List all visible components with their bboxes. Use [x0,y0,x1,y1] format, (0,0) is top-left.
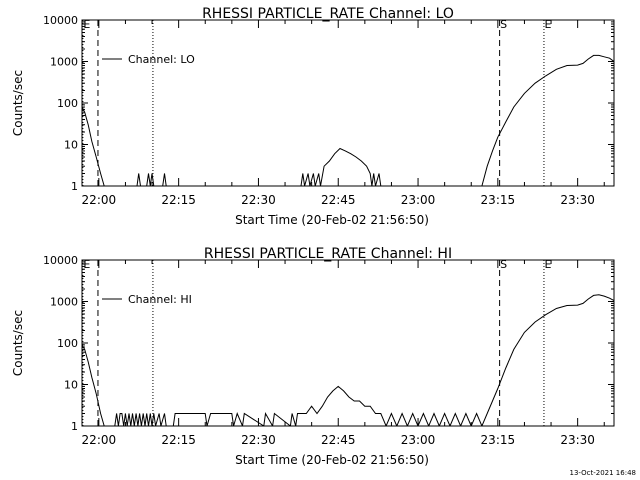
x-tick-label: 22:00 [82,433,117,447]
series-line-0 [82,294,614,426]
x-tick-label: 23:00 [401,193,436,207]
x-tick-label: 23:15 [481,433,516,447]
y-tick-label: 1000 [50,56,78,69]
x-axis-label: Start Time (20-Feb-02 21:56:50) [235,213,429,227]
event-marker-label: E [544,18,551,31]
footer-date: 13-Oct-2021 16:48 [570,469,636,477]
x-tick-label: 22:00 [82,193,117,207]
y-tick-label: 1000 [50,296,78,309]
y-tick-label: 100 [57,97,78,110]
x-tick-label: 23:30 [560,433,595,447]
legend-entry: Channel: LO [128,53,195,66]
legend-entry: Channel: HI [128,293,192,306]
y-tick-label: 10 [64,139,78,152]
x-tick-label: 22:45 [321,193,356,207]
event-marker-label: E [544,258,551,271]
x-tick-label: 23:00 [401,433,436,447]
x-tick-label: 23:30 [560,193,595,207]
y-tick-label: 1 [71,180,78,193]
chart-title: RHESSI PARTICLE_RATE Channel: HI [204,246,452,262]
x-tick-label: 22:15 [161,433,196,447]
y-axis-label: Counts/sec [11,310,25,376]
event-marker-label: S [500,18,507,31]
x-axis-label: Start Time (20-Feb-02 21:56:50) [235,453,429,467]
x-tick-label: 23:15 [481,193,516,207]
chart-panel-1: RHESSI PARTICLE_RATE Channel: HI Start Ti… [11,246,615,467]
y-tick-label: 1 [71,420,78,433]
x-tick-label: 22:30 [241,193,276,207]
plot-frame [81,259,615,427]
event-marker-label: S [500,258,507,271]
chart-title: RHESSI PARTICLE_RATE Channel: LO [202,6,454,22]
y-tick-label: 10000 [43,14,78,27]
x-tick-label: 22:30 [241,433,276,447]
event-marker-label: E [83,258,90,271]
event-marker-label: E [83,18,90,31]
x-tick-label: 22:15 [161,193,196,207]
y-tick-label: 100 [57,337,78,350]
y-tick-label: 10000 [43,254,78,267]
x-tick-label: 22:45 [321,433,356,447]
y-tick-label: 10 [64,379,78,392]
series-line-0 [82,54,614,186]
y-axis-label: Counts/sec [11,70,25,136]
plot-frame [81,19,615,187]
chart-panel-0: RHESSI PARTICLE_RATE Channel: LO Start Ti… [11,6,615,227]
